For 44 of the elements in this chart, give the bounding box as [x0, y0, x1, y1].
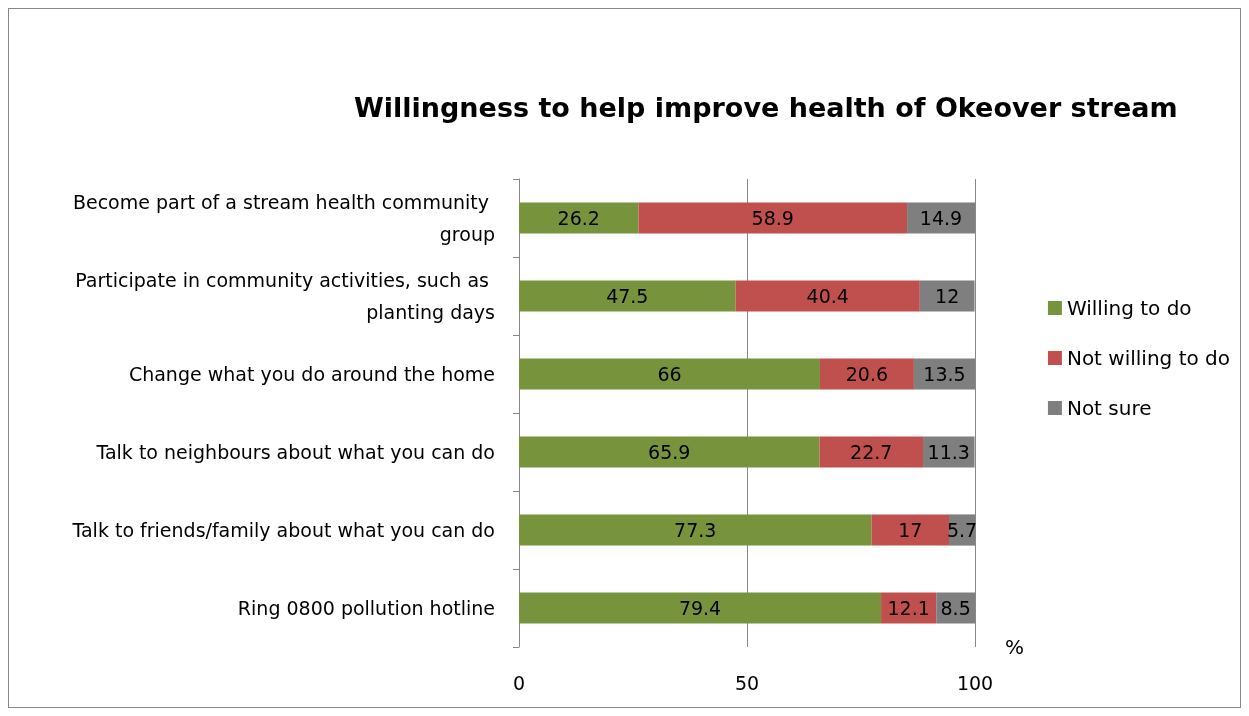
y-tick-label: Participate in community activities, such as planting days	[75, 269, 495, 323]
data-label: 66	[657, 363, 682, 385]
data-label: 26.2	[557, 207, 600, 229]
data-label: 5.7	[946, 519, 978, 541]
y-tick-label: Ring 0800 pollution hotline	[237, 597, 495, 619]
y-tick-label: Become part of a stream health community group	[72, 191, 495, 245]
data-label: 20.6	[845, 363, 889, 385]
x-tick-label: 50	[734, 671, 760, 694]
y-tick-label: Change what you do around the home	[128, 363, 495, 385]
x-tick-label: 0	[512, 671, 526, 694]
data-label: 47.5	[606, 285, 649, 307]
data-label: 12.1	[887, 597, 930, 619]
x-axis-title: %	[1005, 635, 1025, 659]
data-label: 14.9	[919, 207, 963, 229]
legend-label: Not willing to do	[1066, 346, 1230, 370]
data-label: 65.9	[648, 441, 691, 463]
data-label: 40.4	[806, 285, 849, 307]
legend-label: Not sure	[1066, 396, 1152, 420]
bar	[519, 436, 820, 468]
bar	[519, 202, 639, 234]
bar	[735, 280, 920, 312]
bar	[519, 280, 736, 312]
data-label: 77.3	[674, 519, 717, 541]
bar	[819, 436, 924, 468]
data-label: 12	[935, 285, 960, 307]
bar	[519, 514, 872, 546]
data-label: 17	[898, 519, 923, 541]
data-label: 79.4	[678, 597, 722, 619]
bar	[638, 202, 908, 234]
data-label: 58.9	[751, 207, 794, 229]
bar	[519, 592, 882, 624]
bar	[819, 358, 914, 390]
data-label: 13.5	[923, 363, 966, 385]
bar	[519, 358, 820, 390]
bar	[871, 514, 950, 546]
data-label: 8.5	[940, 597, 971, 619]
data-label: 11.3	[927, 441, 970, 463]
x-tick-label: 100	[956, 671, 994, 694]
data-label: 22.7	[850, 441, 893, 463]
y-tick-label: Talk to neighbours about what you can do	[95, 441, 495, 463]
legend-label: Willing to do	[1066, 296, 1192, 320]
chart-title: Willingness to help improve health of Okeover stream	[354, 92, 1178, 123]
bar	[881, 592, 937, 624]
y-tick-label: Talk to friends/family about what you can do	[71, 519, 495, 541]
